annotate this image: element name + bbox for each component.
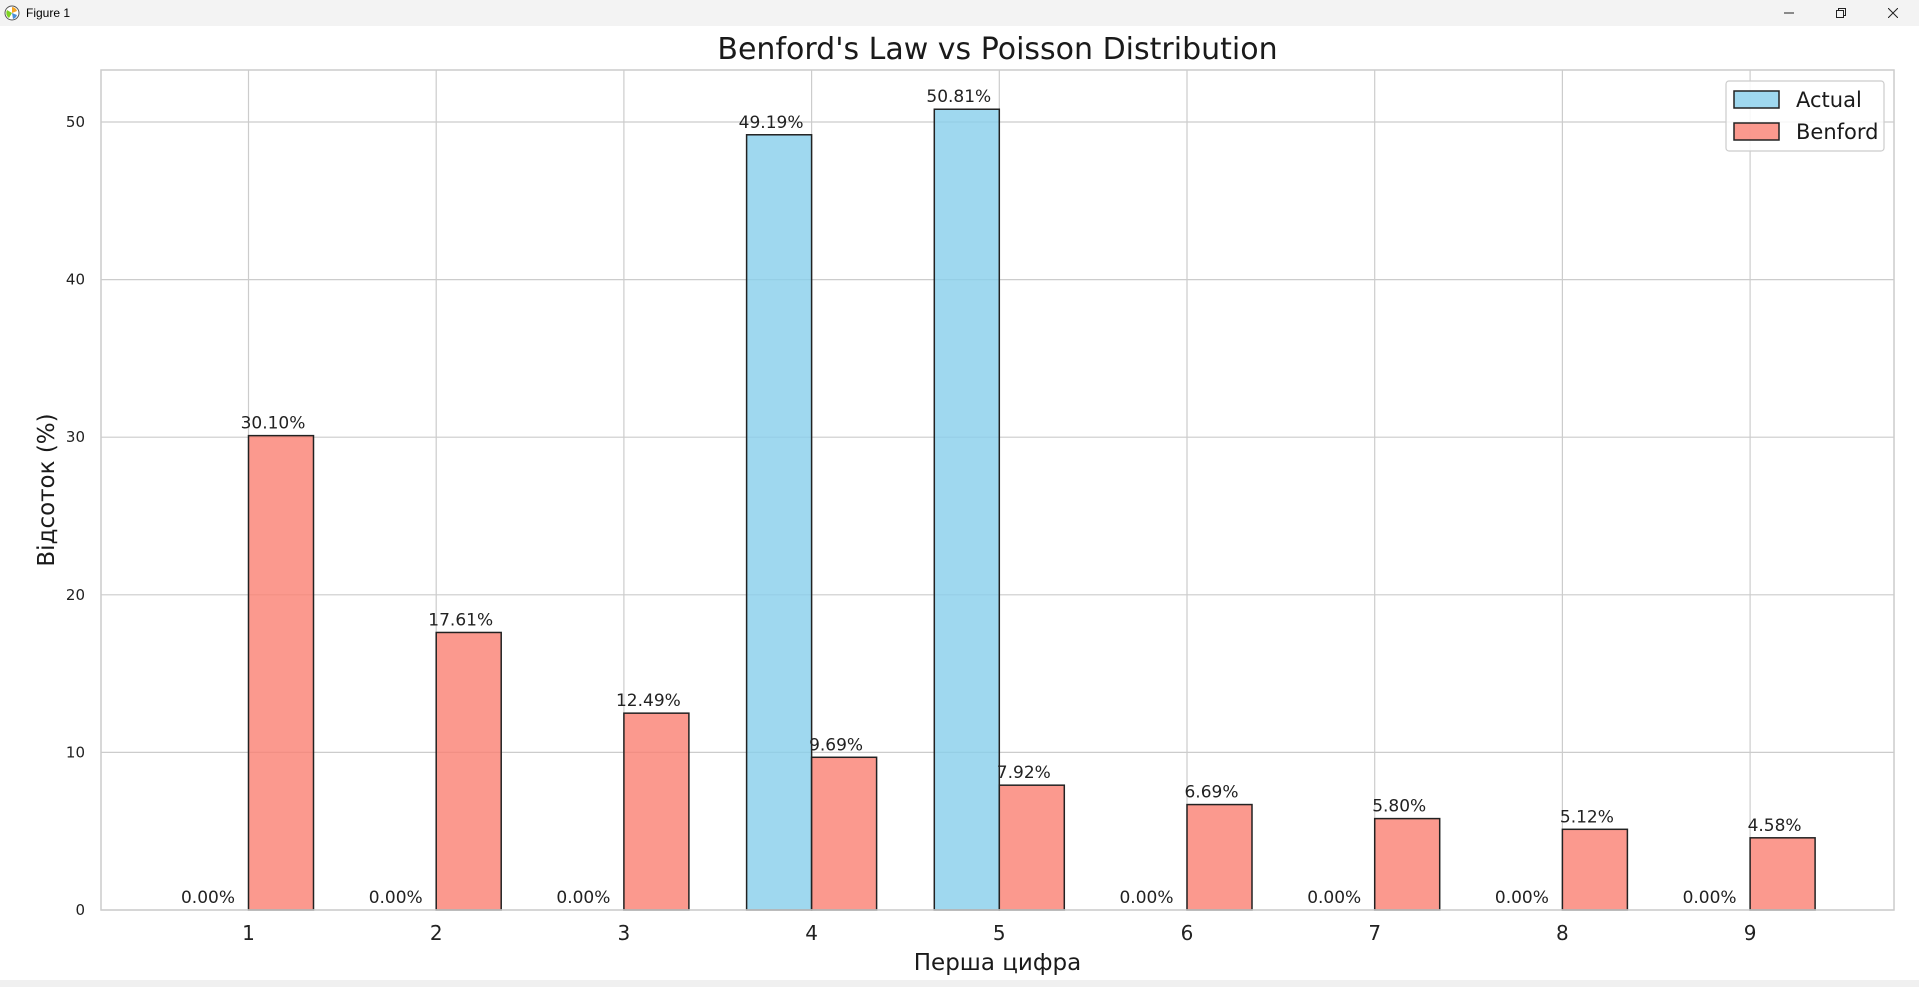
bar-value-label: 17.61% xyxy=(428,610,493,630)
bar-value-label: 6.69% xyxy=(1184,783,1238,803)
window-controls xyxy=(1763,0,1919,26)
bar-value-label: 5.80% xyxy=(1372,797,1426,817)
axes-frame xyxy=(100,69,1895,911)
x-tick-label: 5 xyxy=(993,921,1006,945)
matplotlib-app-icon xyxy=(4,5,20,21)
bar-benford xyxy=(998,784,1066,911)
bar-benford xyxy=(435,631,502,911)
bar-benford xyxy=(623,712,690,911)
window-titlebar: Figure 1 xyxy=(0,0,1919,26)
close-icon xyxy=(1888,8,1898,18)
bar-value-label: 49.19% xyxy=(739,113,804,133)
bar-benford xyxy=(1749,837,1816,911)
bar-value-label: 30.10% xyxy=(241,414,306,434)
window-title: Figure 1 xyxy=(26,6,71,20)
bar-value-label: 0.00% xyxy=(181,888,235,908)
bar-value-label: 0.00% xyxy=(1119,888,1173,908)
legend-label-actual: Actual xyxy=(1796,88,1862,112)
x-axis-label: Перша цифра xyxy=(914,950,1081,976)
legend-label-benford: Benford xyxy=(1796,120,1878,144)
bar-benford xyxy=(1186,803,1253,911)
bar-value-label: 0.00% xyxy=(1683,888,1737,908)
bar-benford xyxy=(1561,828,1629,911)
bar-value-label: 0.00% xyxy=(1307,888,1361,908)
bar-benford xyxy=(810,756,878,911)
bar-chart: 0 10 20 30 40 50 1 2 3 4 5 6 7 8 9 0.00% 0.00% 0.00% 49.19… xyxy=(34,32,1895,976)
bar-benford xyxy=(1373,817,1441,911)
bar-value-label: 4.58% xyxy=(1748,816,1802,836)
bar-value-label: 9.69% xyxy=(809,735,863,755)
bar-value-label: 12.49% xyxy=(616,691,681,711)
x-tick-label: 3 xyxy=(618,921,631,945)
bar-value-label: 5.12% xyxy=(1560,807,1614,827)
y-tick-label: 10 xyxy=(66,743,85,761)
window-bottom-border xyxy=(0,980,1919,987)
legend-swatch-benford xyxy=(1733,122,1780,141)
legend-swatch-actual xyxy=(1733,90,1780,109)
y-tick-label: 30 xyxy=(66,428,85,446)
bar-actual xyxy=(933,108,1001,911)
x-tick-label: 8 xyxy=(1556,921,1569,945)
y-axis-label: Відсоток (%) xyxy=(34,413,60,566)
x-tick-label: 4 xyxy=(805,921,818,945)
y-tick-label: 20 xyxy=(66,586,85,604)
bar-value-label: 50.81% xyxy=(926,87,991,107)
y-tick-label: 40 xyxy=(66,271,85,289)
x-tick-label: 7 xyxy=(1368,921,1381,945)
bar-value-label: 0.00% xyxy=(1495,888,1549,908)
minimize-button[interactable] xyxy=(1763,0,1815,26)
y-tick-label: 0 xyxy=(75,901,85,919)
x-tick-label: 6 xyxy=(1181,921,1194,945)
x-tick-label: 2 xyxy=(430,921,443,945)
bar-value-label: 7.92% xyxy=(997,763,1051,783)
bar-value-label: 0.00% xyxy=(556,888,610,908)
x-tick-label: 1 xyxy=(242,921,255,945)
close-button[interactable] xyxy=(1867,0,1919,26)
x-tick-label: 9 xyxy=(1744,921,1757,945)
y-tick-label: 50 xyxy=(66,113,85,131)
bar-actual xyxy=(745,134,813,911)
restore-icon xyxy=(1836,8,1846,18)
bar-benford xyxy=(247,434,315,911)
restore-button[interactable] xyxy=(1815,0,1867,26)
chart-title: Benford's Law vs Poisson Distribution xyxy=(717,32,1277,67)
bar-value-label: 0.00% xyxy=(369,888,423,908)
minimize-icon xyxy=(1784,8,1794,18)
